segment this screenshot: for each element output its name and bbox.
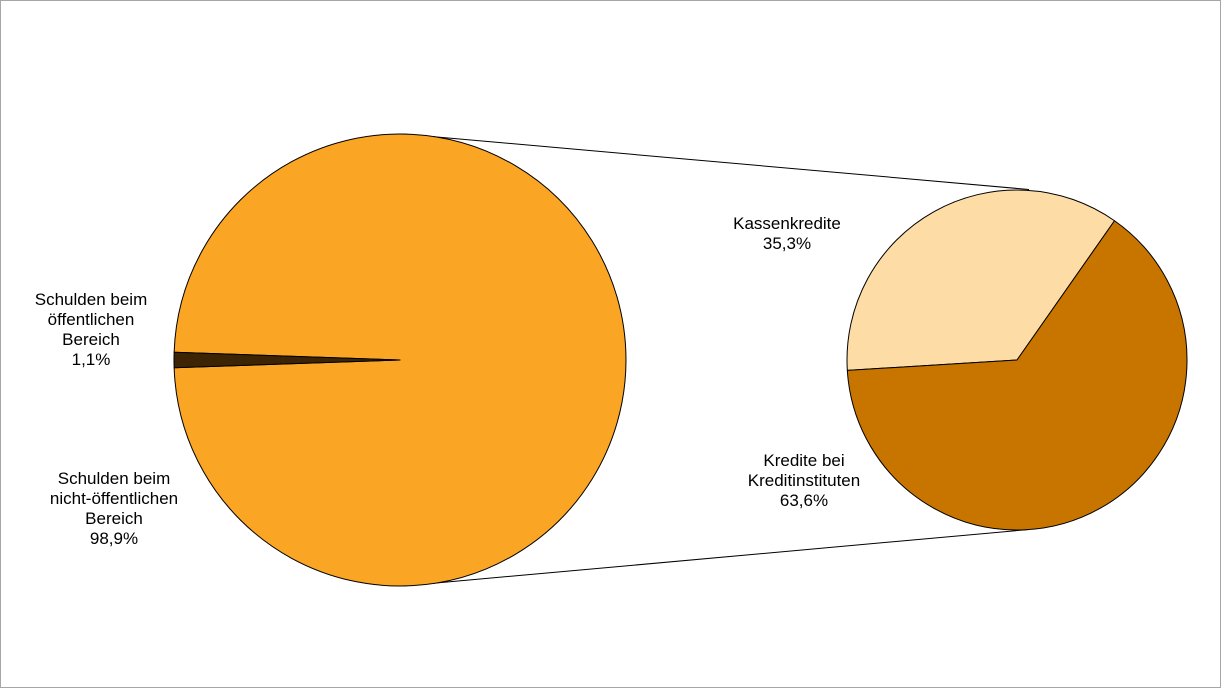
data-label-schulden-beim-nicht-oeffentlichen-bereich: Schulden beim nicht-öffentlichen Bereich 98… [50, 469, 178, 548]
data-label-schulden-beim-oeffentlichen-bereich: Schulden beim öffentlichen Bereich 1,1% [35, 290, 147, 369]
main-pie [174, 134, 626, 586]
data-label-kassenkredite: Kassenkredite 35,3% [733, 214, 841, 253]
detail-pie [847, 190, 1187, 530]
data-label-kredite-bei-kreditinstituten: Kredite bei Kreditinstituten 63,6% [748, 451, 860, 510]
